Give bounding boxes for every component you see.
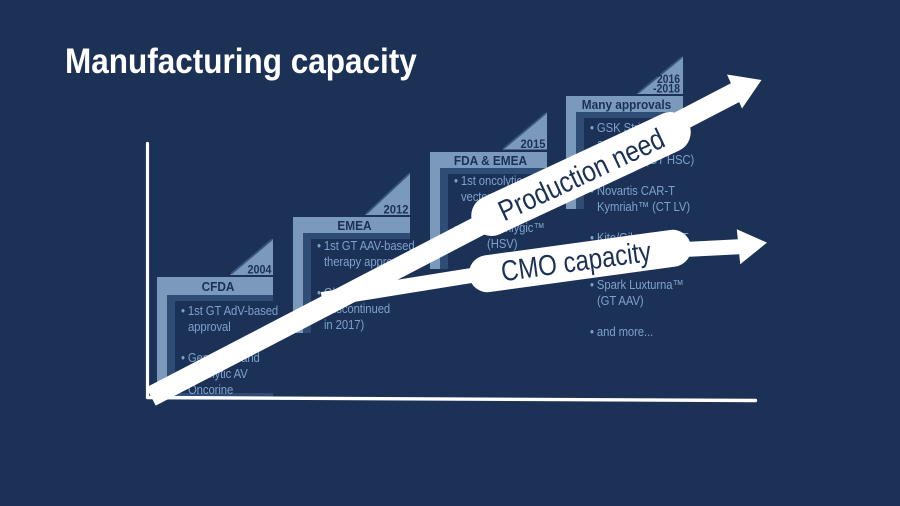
svg-text:2004: 2004 <box>248 263 272 277</box>
svg-text:2015: 2015 <box>521 137 546 151</box>
svg-text:2012: 2012 <box>384 203 409 217</box>
svg-text:2016: 2016 <box>657 72 680 86</box>
svg-text:-2018: -2018 <box>653 82 680 96</box>
